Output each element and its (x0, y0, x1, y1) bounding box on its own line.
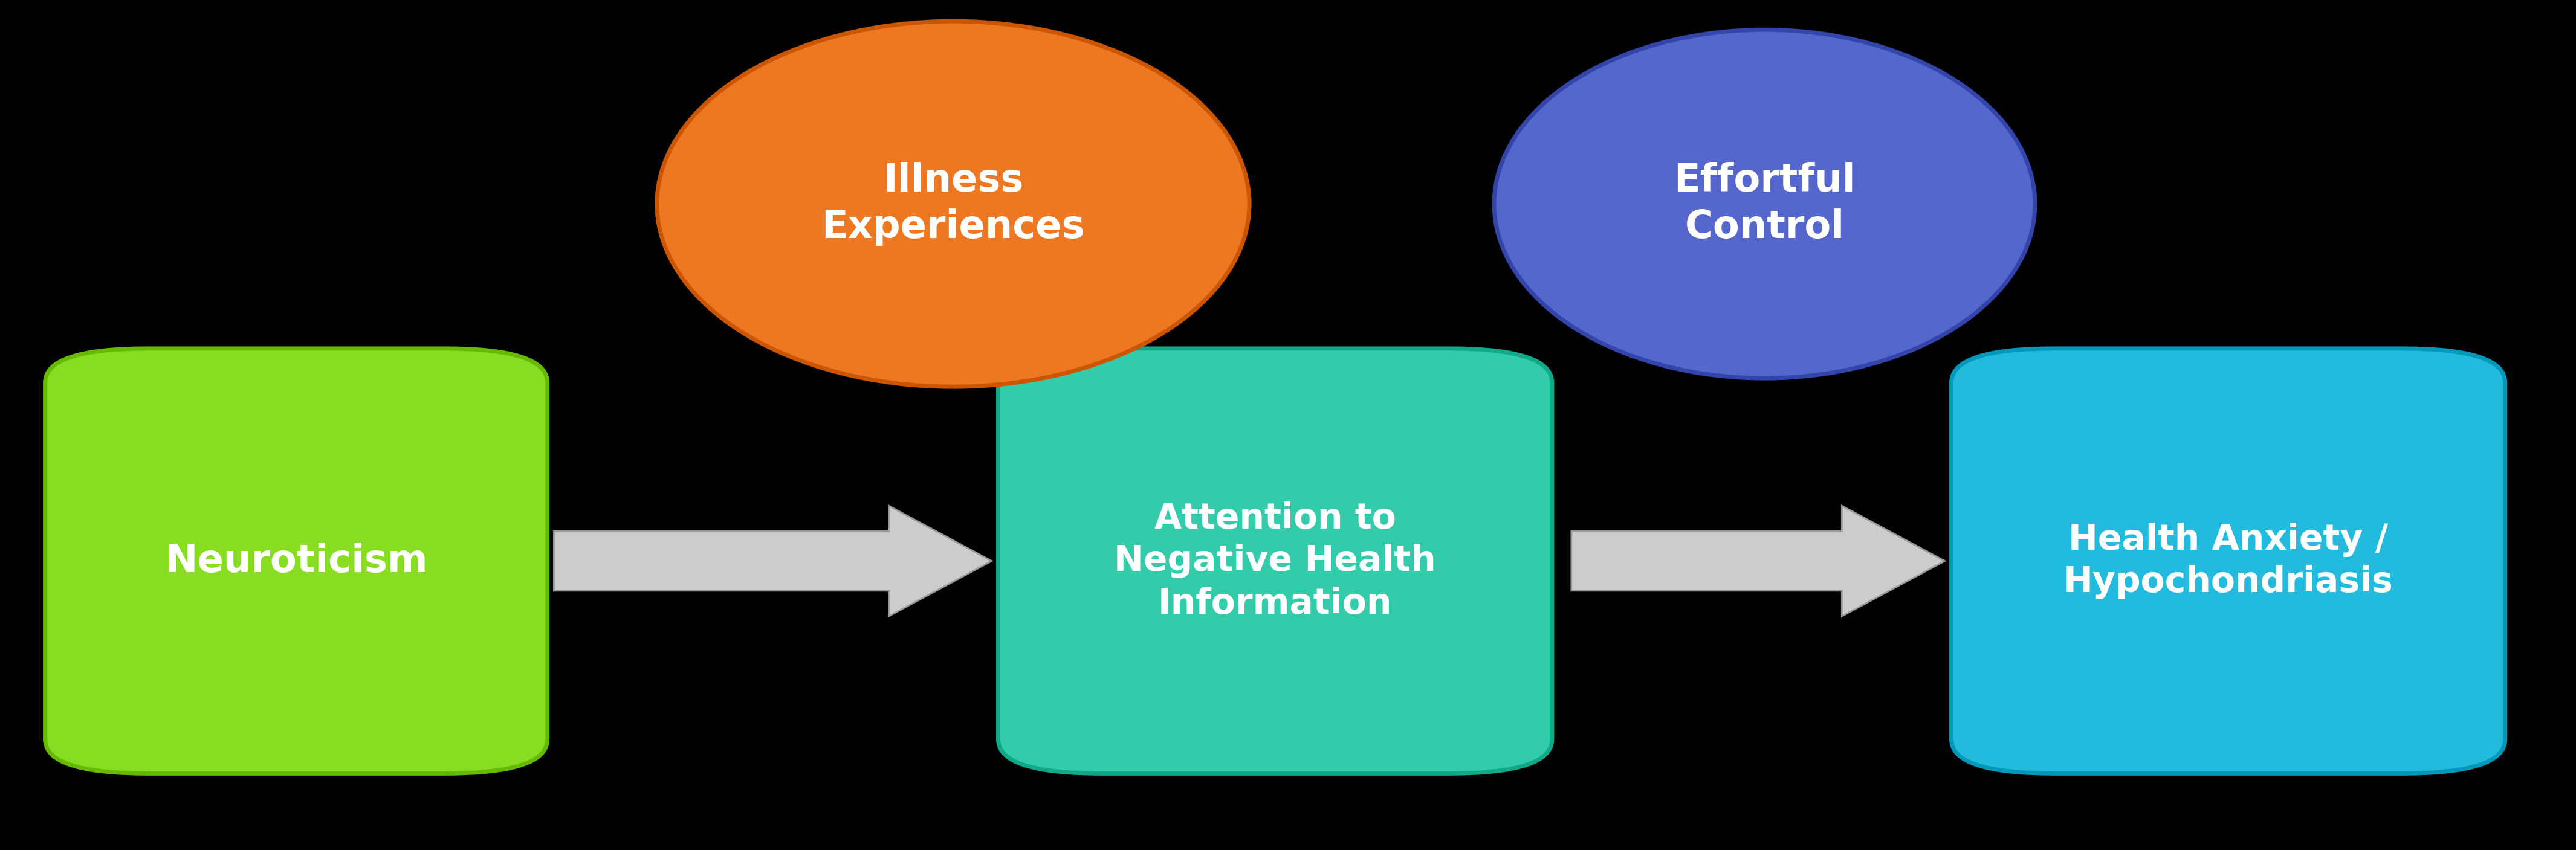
Polygon shape (881, 289, 1023, 378)
Polygon shape (1695, 289, 1834, 378)
Ellipse shape (1494, 30, 2035, 378)
Text: Illness
Experiences: Illness Experiences (822, 162, 1084, 246)
Polygon shape (1571, 506, 1945, 616)
FancyBboxPatch shape (46, 348, 546, 773)
Polygon shape (554, 506, 992, 616)
Text: Effortful
Control: Effortful Control (1674, 162, 1855, 246)
Ellipse shape (657, 21, 1249, 387)
Text: Neuroticism: Neuroticism (165, 542, 428, 580)
Text: Attention to
Negative Health
Information: Attention to Negative Health Information (1113, 502, 1437, 620)
FancyBboxPatch shape (1953, 348, 2504, 773)
FancyBboxPatch shape (999, 348, 1551, 773)
Text: Health Anxiety /
Hypochondriasis: Health Anxiety / Hypochondriasis (2063, 523, 2393, 599)
